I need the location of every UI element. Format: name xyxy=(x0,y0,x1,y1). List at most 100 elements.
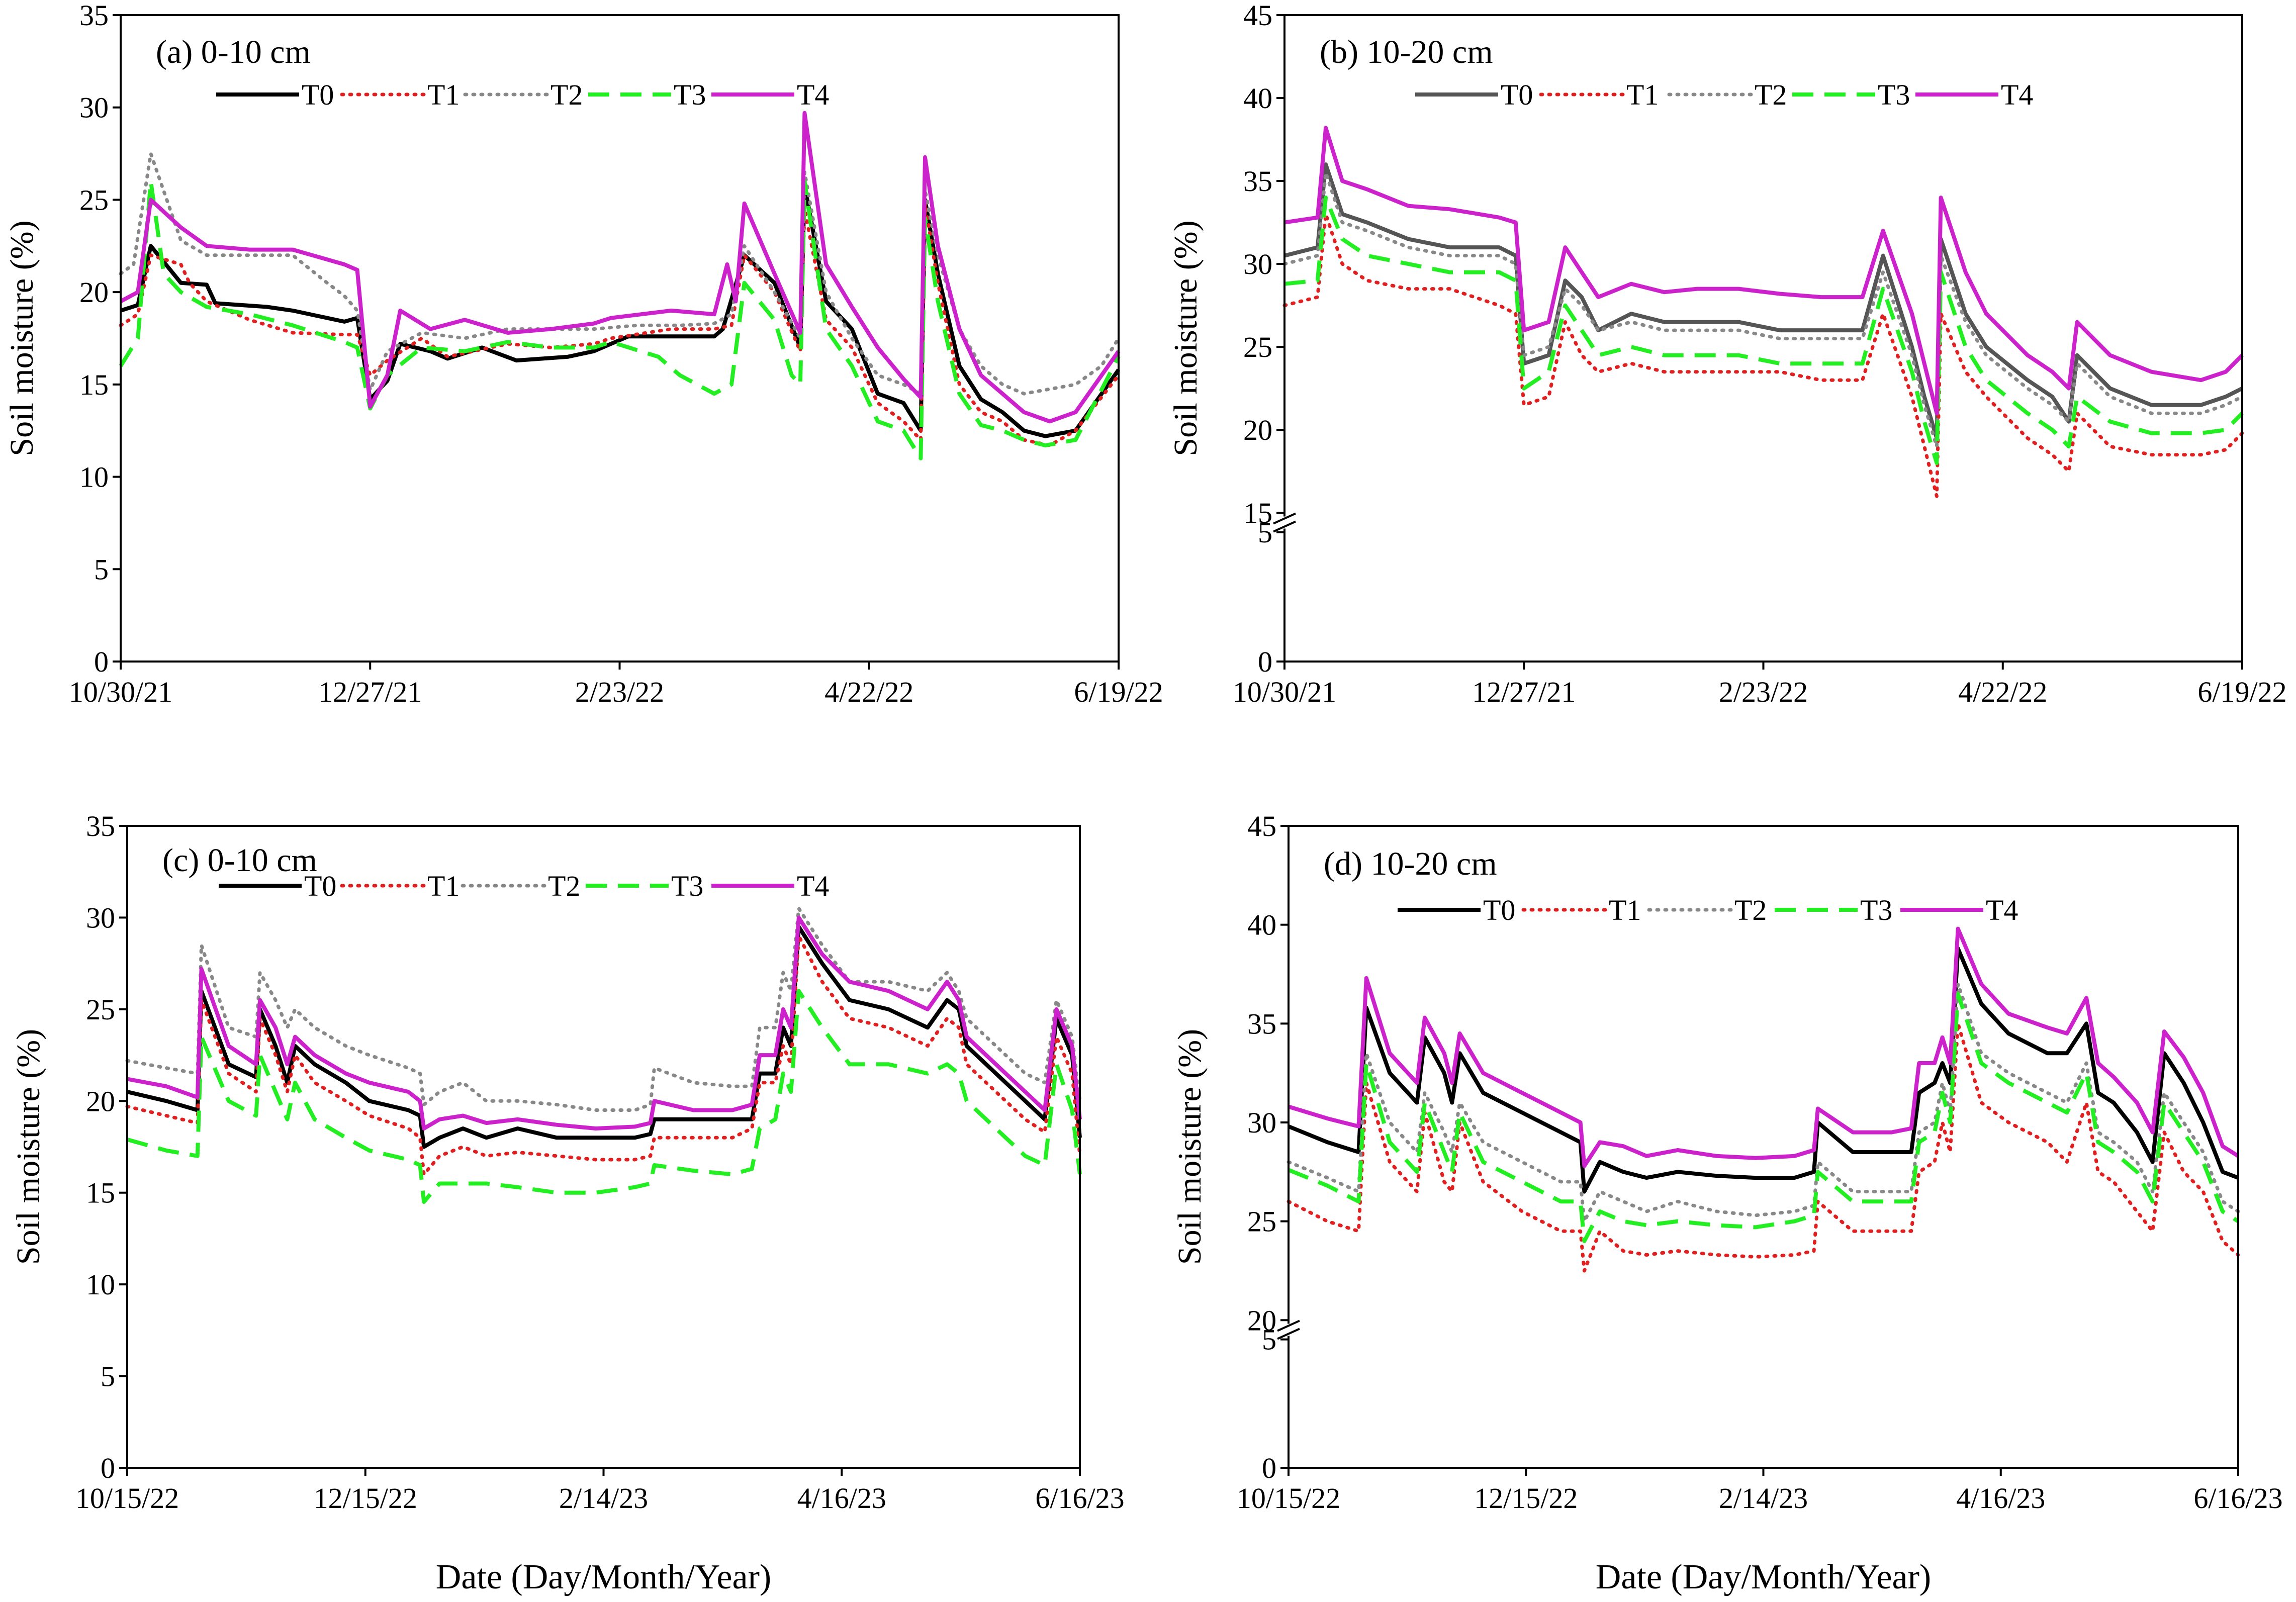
axis-break-gap xyxy=(1287,1324,1291,1336)
panel-title: (b) 10-20 cm xyxy=(1320,34,1493,70)
series-line-t0 xyxy=(127,924,1082,1149)
y-tick-label: 45 xyxy=(1247,810,1276,842)
series-line-t3 xyxy=(119,179,1121,460)
y-tick-label: 25 xyxy=(79,183,109,216)
x-tick-label: 2/23/22 xyxy=(575,676,664,708)
x-tick-label: 6/19/22 xyxy=(1074,676,1163,708)
y-tick-label: 30 xyxy=(79,91,109,124)
legend-label-t0: T0 xyxy=(302,78,334,111)
series-line-t0 xyxy=(1284,162,2243,440)
y-tick-label: 25 xyxy=(1247,1205,1276,1238)
legend-label-t4: T4 xyxy=(797,78,829,111)
x-tick-label: 2/23/22 xyxy=(1719,676,1808,708)
series-line-t4 xyxy=(127,915,1082,1130)
y-tick-label: 15 xyxy=(86,1177,115,1209)
x-tick-label: 10/15/22 xyxy=(1237,1482,1340,1515)
y-tick-label: 20 xyxy=(1243,414,1272,446)
x-tick-label: 12/27/21 xyxy=(1472,676,1576,708)
plot-frame xyxy=(1283,14,2243,663)
y-tick-label: 5 xyxy=(94,553,109,586)
series-line-t1 xyxy=(1287,1021,2240,1273)
legend-label-t3: T3 xyxy=(1878,78,1910,111)
y-tick-label: 40 xyxy=(1243,82,1272,115)
legend-label-t3: T3 xyxy=(674,78,706,111)
y-tick-label: 15 xyxy=(79,368,109,401)
x-axis-label: Date (Day/Month/Year) xyxy=(436,1558,771,1596)
y-axis-label: Soil moisture (%) xyxy=(4,220,40,456)
series-line-t0 xyxy=(120,183,1121,438)
y-tick-label: 20 xyxy=(79,276,109,309)
legend-label-t2: T2 xyxy=(1755,78,1787,111)
x-tick-label: 12/27/21 xyxy=(318,676,422,708)
y-tick-label: 10 xyxy=(86,1268,115,1301)
x-tick-label: 12/15/22 xyxy=(1474,1482,1578,1515)
x-tick-label: 4/16/23 xyxy=(1956,1482,2045,1515)
y-axis-label: Soil moisture (%) xyxy=(10,1029,47,1265)
x-axis-label: Date (Day/Month/Year) xyxy=(1596,1558,1931,1596)
y-tick-label: 35 xyxy=(86,810,115,842)
legend-label-t3: T3 xyxy=(671,870,703,902)
x-tick-label: 10/30/21 xyxy=(69,676,172,708)
series-line-t2 xyxy=(1287,982,2240,1223)
x-tick-label: 6/19/22 xyxy=(2197,676,2286,708)
y-tick-label: 5 xyxy=(101,1360,115,1393)
legend-label-t4: T4 xyxy=(1986,894,2018,926)
legend-label-t4: T4 xyxy=(797,870,829,902)
y-tick-label: 45 xyxy=(1243,0,1272,32)
y-axis-label: Soil moisture (%) xyxy=(1167,220,1204,456)
legend-label-t1: T1 xyxy=(1626,78,1659,111)
chart-panel-3: 0 520 25 30 35 40 45 10/15/22 12/15/22 2/14/23 4/1… xyxy=(1171,810,2283,1596)
series-line-t2 xyxy=(1282,171,2244,448)
chart-panel-0: 0 5 10 15 20 25 30 35 10/30/21 12/27/21 2/23/22 4/2… xyxy=(4,0,1163,708)
x-tick-label: 4/22/22 xyxy=(824,676,913,708)
panel-title: (c) 0-10 cm xyxy=(162,842,317,879)
series-line-t3 xyxy=(126,989,1082,1204)
legend-label-t0: T0 xyxy=(304,870,336,902)
x-tick-label: 12/15/22 xyxy=(314,1482,417,1515)
series-line-t1 xyxy=(125,934,1082,1176)
x-tick-label: 2/14/23 xyxy=(1719,1482,1808,1515)
legend-label-t3: T3 xyxy=(1860,894,1892,926)
x-tick-label: 6/16/23 xyxy=(1035,1482,1124,1515)
x-tick-label: 2/14/23 xyxy=(559,1482,648,1515)
chart-panel-1: 0 515 20 25 30 35 40 45 10/30/21 12/27/21 2/23/22 4… xyxy=(1167,0,2287,708)
y-tick-label: 35 xyxy=(1247,1007,1276,1040)
legend-label-t1: T1 xyxy=(1609,894,1641,926)
series-line-t1 xyxy=(1282,212,2244,498)
y-tick-label: 20 xyxy=(1247,1304,1276,1337)
legend-label-t2: T2 xyxy=(550,78,583,111)
y-tick-label: 30 xyxy=(1247,1106,1276,1139)
legend-label-t2: T2 xyxy=(548,870,580,902)
y-tick-label: 20 xyxy=(86,1085,115,1117)
axis-break-mark xyxy=(1273,512,1296,525)
panel-title: (a) 0-10 cm xyxy=(156,34,311,70)
axis-break-mark xyxy=(1277,1320,1300,1332)
legend-label-t1: T1 xyxy=(427,870,460,902)
y-axis-label: Soil moisture (%) xyxy=(1171,1029,1208,1265)
x-tick-label: 6/16/23 xyxy=(2193,1482,2282,1515)
y-tick-label: 35 xyxy=(1243,165,1272,198)
y-tick-label: 0 xyxy=(1262,1452,1276,1484)
y-tick-label: 0 xyxy=(94,645,109,678)
x-tick-label: 10/30/21 xyxy=(1233,676,1336,708)
axis-break-gap xyxy=(1282,516,1287,529)
legend-label-t0: T0 xyxy=(1483,894,1515,926)
y-tick-label: 0 xyxy=(101,1452,115,1484)
y-tick-label: 5 xyxy=(1262,1324,1276,1356)
y-tick-label: 40 xyxy=(1247,909,1276,941)
series-line-t4 xyxy=(1288,926,2240,1168)
y-tick-label: 10 xyxy=(79,461,109,494)
y-tick-label: 0 xyxy=(1258,645,1272,678)
series-line-t2 xyxy=(125,906,1082,1112)
legend-label-t0: T0 xyxy=(1501,78,1533,111)
y-tick-label: 30 xyxy=(1243,248,1272,280)
series-line-t2 xyxy=(119,152,1121,396)
y-tick-label: 15 xyxy=(1243,497,1272,529)
axis-break-mark xyxy=(1273,520,1296,533)
legend-label-t4: T4 xyxy=(2001,78,2033,111)
y-tick-label: 30 xyxy=(86,901,115,934)
plot-frame xyxy=(126,825,1081,1469)
legend-label-t1: T1 xyxy=(427,78,460,111)
series-line-t1 xyxy=(119,202,1121,447)
